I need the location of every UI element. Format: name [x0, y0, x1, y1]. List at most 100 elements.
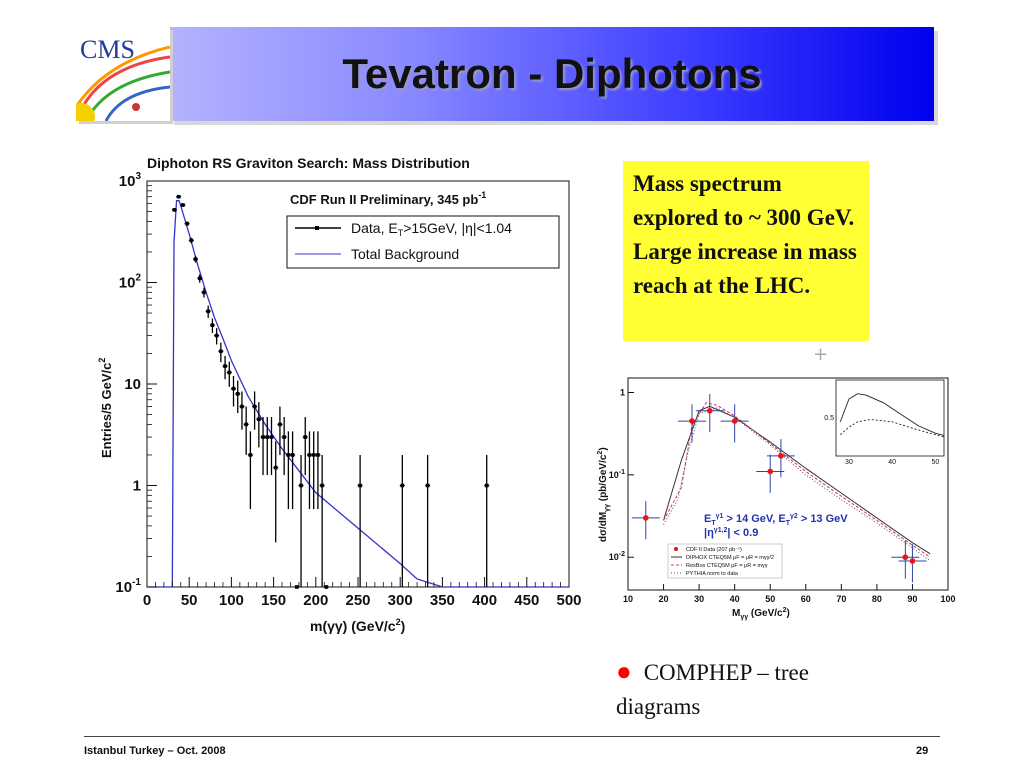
- theory-curve: [663, 402, 931, 558]
- x-tick-label: 300: [388, 592, 413, 609]
- data-point: [689, 418, 695, 424]
- plot-area: [147, 194, 569, 589]
- data-point: [197, 276, 202, 281]
- data-point: [767, 468, 774, 475]
- logo-text: CMS: [80, 35, 135, 64]
- x-tick-label: 40: [730, 594, 740, 604]
- y-tick-label: 10-1: [115, 577, 141, 596]
- inset-curve: [839, 393, 945, 436]
- data-point: [257, 417, 261, 421]
- data-point: [282, 435, 286, 439]
- data-point: [299, 483, 303, 488]
- cut-label-1: ETγ1 > 14 GeV, ETγ2 > 13 GeV: [704, 513, 848, 527]
- data-point: [181, 203, 185, 207]
- data-point: [311, 453, 316, 457]
- x-tick-label: 350: [430, 592, 455, 609]
- inset-x-tick-label: 50: [931, 459, 939, 466]
- data-point: [303, 435, 308, 439]
- x-tick-label: 150: [261, 592, 286, 609]
- x-axis-label: m(γγ) (GeV/c2): [310, 617, 405, 634]
- legend: CDF II Data (207 pb⁻¹) DIPHOX CTEQ5M μF =…: [667, 543, 783, 579]
- data-point: [358, 483, 362, 488]
- x-tick-label: 60: [801, 594, 811, 604]
- legend-data-label: Data, ET>15GeV, |η|<1.04: [351, 220, 512, 238]
- y-tick-label: 10-1: [609, 469, 625, 480]
- data-point: [278, 422, 282, 427]
- cms-logo: CMS: [67, 27, 171, 131]
- data-point: [642, 515, 649, 521]
- legend-background-label: Total Background: [351, 246, 459, 262]
- legend-label: ResBos CTEQ5M μF = μR = mγγ: [686, 563, 768, 569]
- y-axis-label: Entries/5 GeV/c2: [97, 358, 114, 458]
- legend-label: DIPHOX CTEQ5M μF = μR = mγγ/2: [686, 555, 774, 561]
- data-point: [269, 435, 274, 439]
- data-point: [778, 453, 784, 459]
- legend-label: CDF II Data (207 pb⁻¹): [686, 547, 742, 553]
- x-tick-label: 450: [514, 592, 539, 609]
- cdf-cross-section-chart: 10 20 30 40 50 60 70 80 90 100 1 10-1 10-2 Mγγ (GeV/…: [597, 377, 956, 621]
- data-point: [248, 453, 253, 457]
- data-point: [185, 221, 189, 226]
- x-tick-label: 100: [940, 594, 955, 604]
- plot-area: [631, 393, 931, 583]
- x-tick-label: 50: [181, 592, 198, 609]
- data-point: [235, 392, 240, 396]
- y-tick-label: 1: [133, 478, 141, 495]
- legend-data-marker: [315, 226, 319, 230]
- data-point: [324, 585, 329, 589]
- x-tick-label: 30: [694, 594, 704, 604]
- page-title: Tevatron - Diphotons: [342, 50, 762, 97]
- data-point: [706, 407, 713, 414]
- y-tick-label: 1: [620, 388, 625, 398]
- inset-frame: [835, 379, 945, 457]
- x-tick-label: 10: [623, 594, 633, 604]
- inset-curve: [840, 419, 945, 438]
- y-tick-label: 10-2: [609, 551, 625, 562]
- x-tick-label: 20: [659, 594, 669, 604]
- data-point: [227, 370, 232, 375]
- data-point: [316, 453, 320, 457]
- legend-box: [286, 215, 560, 269]
- inset-y-tick-label: 0.5: [824, 415, 834, 422]
- data-point: [902, 554, 909, 561]
- y-tick-label: 102: [119, 273, 142, 292]
- data-point: [210, 323, 215, 327]
- data-point: [425, 483, 430, 488]
- mass-distribution-chart: Diphoton RS Graviton Search: Mass Distri…: [97, 155, 582, 634]
- data-point: [223, 364, 227, 368]
- x-tick-label: 80: [872, 594, 882, 604]
- data-point: [244, 422, 248, 427]
- data-point: [731, 418, 738, 424]
- plot-header: CDF Run II Preliminary, 345 pb-1: [290, 190, 486, 207]
- data-point: [206, 309, 210, 314]
- data-point: [252, 404, 257, 409]
- data-point: [240, 404, 244, 409]
- note-box: Mass spectrum explored to ~ 300 GeV. Lar…: [623, 161, 869, 341]
- cut-label-2: |ηγ1,2| < 0.9: [704, 527, 758, 539]
- title-bar: [170, 27, 934, 121]
- y-tick-label: 103: [119, 171, 142, 190]
- legend-box: [667, 543, 783, 579]
- footer-location-date: Istanbul Turkey – Oct. 2008: [84, 745, 226, 757]
- x-tick-label: 50: [765, 594, 775, 604]
- x-tick-label: 250: [345, 592, 370, 609]
- data-point: [307, 453, 312, 457]
- bullet-icon: ●: [616, 657, 632, 686]
- data-point: [320, 483, 324, 488]
- data-point: [189, 238, 194, 243]
- data-point: [400, 483, 405, 488]
- legend-swatch: [674, 547, 678, 551]
- data-point: [286, 453, 291, 457]
- footer-divider: [84, 736, 940, 737]
- data-point: [202, 290, 206, 295]
- data-point: [909, 558, 916, 564]
- slide-number: 29: [916, 745, 929, 757]
- theory-curve: [663, 405, 931, 555]
- x-tick-label: 0: [143, 592, 151, 609]
- data-point: [176, 194, 181, 199]
- x-tick-label: 500: [556, 592, 581, 609]
- plus-mark: +: [813, 344, 829, 365]
- data-point: [295, 585, 299, 589]
- data-point: [484, 483, 489, 488]
- legend-label: PYTHIA norm to data: [686, 571, 739, 577]
